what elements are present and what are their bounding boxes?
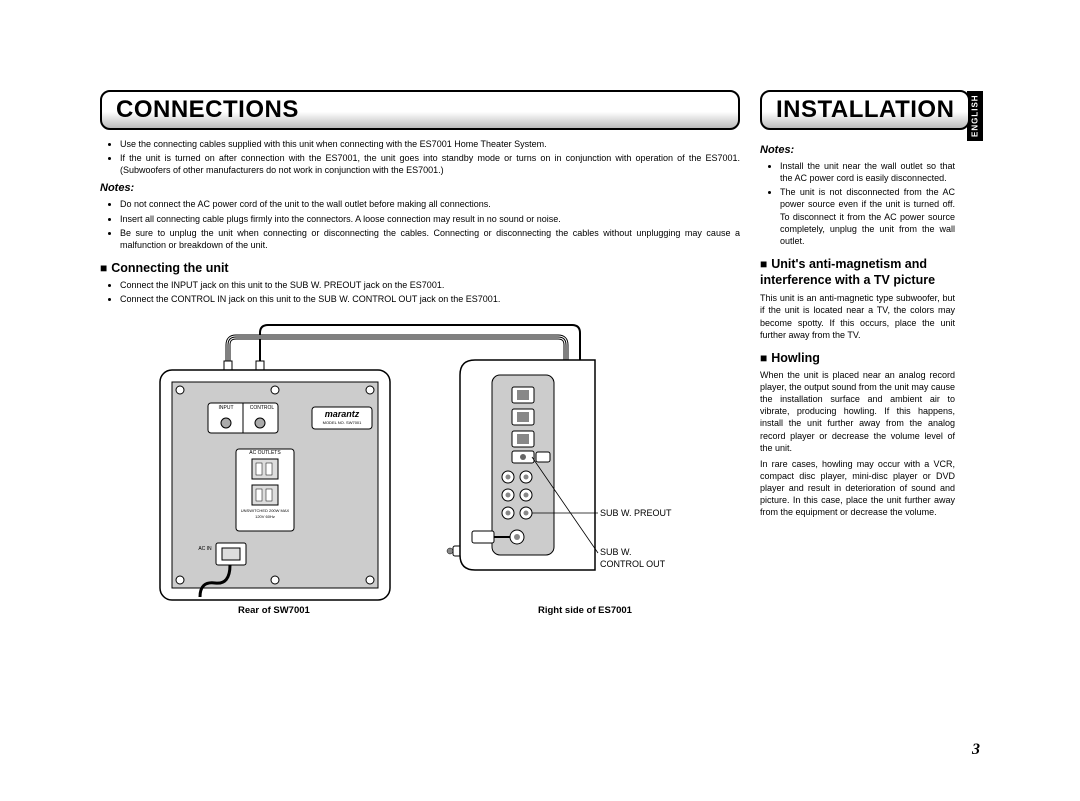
connections-title-box: CONNECTIONS <box>100 90 740 130</box>
installation-notes-list: Install the unit near the wall outlet so… <box>760 160 955 247</box>
heading-text: Howling <box>771 351 820 365</box>
connections-column: CONNECTIONS Use the connecting cables su… <box>100 90 740 635</box>
anti-magnetism-heading: ■Unit's anti-magnetism and interference … <box>760 257 955 288</box>
model-label: MODEL NO. SW7001 <box>314 421 370 425</box>
howling-body: When the unit is placed near an analog r… <box>760 369 955 519</box>
heading-text: Unit's anti-magnetism and interference w… <box>760 257 935 287</box>
connecting-unit-heading: ■ Connecting the unit <box>100 261 740 275</box>
list-item: Connect the CONTROL IN jack on this unit… <box>120 293 740 305</box>
connection-diagram: INPUT CONTROL marantz MODEL NO. SW7001 A… <box>100 315 740 635</box>
rear-caption: Rear of SW7001 <box>238 605 310 616</box>
hz-label: 120V 60Hz <box>236 515 294 519</box>
list-item: Connect the INPUT jack on this unit to t… <box>120 279 740 291</box>
right-caption: Right side of ES7001 <box>538 605 632 616</box>
list-item: If the unit is turned on after connectio… <box>120 152 740 176</box>
body-text: This unit is an anti-magnetic type subwo… <box>760 292 955 341</box>
heading-text: Connecting the unit <box>111 261 228 275</box>
installation-title-box: INSTALLATION <box>760 90 970 130</box>
notes-heading: Notes: <box>100 182 740 194</box>
ctrl-label-1: SUB W. <box>600 547 632 557</box>
control-label: CONTROL <box>244 406 280 411</box>
list-item: Be sure to unplug the unit when connecti… <box>120 227 740 251</box>
howling-heading: ■ Howling <box>760 351 955 365</box>
body-text: In rare cases, howling may occur with a … <box>760 458 955 519</box>
input-label: INPUT <box>210 406 242 411</box>
connections-notes-list: Do not connect the AC power cord of the … <box>100 198 740 251</box>
square-bullet-icon: ■ <box>100 261 107 275</box>
sw7001-rear <box>160 370 390 600</box>
square-bullet-icon: ■ <box>760 351 767 365</box>
notes-heading-right: Notes: <box>760 144 955 156</box>
installation-title: INSTALLATION <box>776 96 954 123</box>
list-item: Insert all connecting cable plugs firmly… <box>120 213 740 225</box>
page-content: CONNECTIONS Use the connecting cables su… <box>100 90 970 635</box>
unswitched-label: UNSWITCHED 200W MAX <box>236 509 294 513</box>
list-item: Use the connecting cables supplied with … <box>120 138 740 150</box>
square-bullet-icon: ■ <box>760 257 767 271</box>
body-text: When the unit is placed near an analog r… <box>760 369 955 454</box>
list-item: Install the unit near the wall outlet so… <box>780 160 955 184</box>
installation-column: INSTALLATION Notes: Install the unit nea… <box>760 90 955 635</box>
ctrl-label-2: CONTROL OUT <box>600 559 665 569</box>
ac-outlets-label: AC OUTLETS <box>238 451 292 456</box>
anti-magnetism-body: This unit is an anti-magnetic type subwo… <box>760 292 955 341</box>
connections-intro-list: Use the connecting cables supplied with … <box>100 138 740 176</box>
brand-label: marantz <box>314 410 370 419</box>
preout-label: SUB W. PREOUT <box>600 508 672 518</box>
connecting-unit-list: Connect the INPUT jack on this unit to t… <box>100 279 740 305</box>
ac-in-label: AC IN <box>194 547 216 552</box>
connections-title: CONNECTIONS <box>116 96 299 123</box>
list-item: The unit is not disconnected from the AC… <box>780 186 955 247</box>
list-item: Do not connect the AC power cord of the … <box>120 198 740 210</box>
page-number: 3 <box>972 741 980 759</box>
